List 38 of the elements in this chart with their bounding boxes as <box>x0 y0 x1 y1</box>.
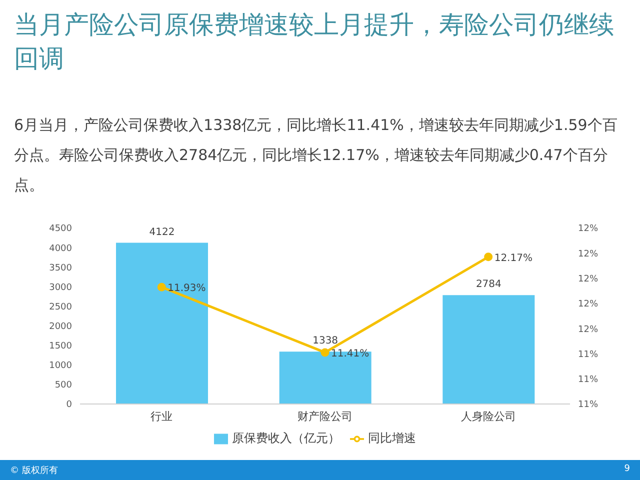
y-tick-label: 500 <box>54 380 72 391</box>
y-tick-label: 2500 <box>49 302 72 312</box>
legend-label: 原保费收入（亿元） <box>232 431 340 445</box>
y-tick-label: 1000 <box>49 361 72 372</box>
y-tick-label: 4500 <box>49 224 72 234</box>
y-tick-label: 4000 <box>49 244 72 254</box>
y-tick-label: 0 <box>66 400 72 410</box>
y2-tick-label: 11% <box>578 400 598 410</box>
chart-title: 当月产险公司原保费增速较上月提升，寿险公司仍继续回调 <box>14 9 614 75</box>
bar <box>442 295 535 404</box>
y2-tick-label: 12% <box>578 324 598 335</box>
point <box>157 282 166 292</box>
y2-tick-label: 12% <box>578 300 598 310</box>
y2-tick-label: 12% <box>578 274 598 284</box>
text: 9 <box>624 464 630 474</box>
y-tick-label: 2000 <box>49 322 72 332</box>
x-tick-label: 人身险公司 <box>460 410 516 423</box>
x-tick-label: 行业 <box>150 410 173 423</box>
point <box>320 348 330 357</box>
data-label: 2784 <box>476 279 502 290</box>
data-label: 11.93% <box>168 283 206 294</box>
y-tick-label: 3500 <box>49 263 72 274</box>
data-label: 11.41% <box>331 348 370 360</box>
y2-tick-label: 12% <box>578 224 598 234</box>
y2-tick-label: 12% <box>578 249 598 260</box>
chart-subtitle: 6月当月，产险公司保费收入1338亿元，同比增长11.41%，增速较去年同期减少1.59个百分点。寿险公司保费收入2784亿元，同比增长12.17%，增速较去年同期减少0.47个百分点。 <box>14 115 618 196</box>
y2-tick-label: 11% <box>578 350 598 360</box>
bar <box>116 242 208 404</box>
y2-tick-label: 11% <box>578 375 598 386</box>
y-tick-label: 3000 <box>49 282 72 293</box>
legend-label: 同比增速 <box>368 431 416 445</box>
data-label: 1338 <box>312 336 338 347</box>
x-tick-label: 财产险公司 <box>298 410 352 423</box>
y-tick-label: 1500 <box>49 342 72 352</box>
point <box>484 252 493 262</box>
text: © 版权所有 <box>10 464 58 477</box>
data-label: 4122 <box>149 226 175 238</box>
data-label: 12.17% <box>494 252 532 264</box>
